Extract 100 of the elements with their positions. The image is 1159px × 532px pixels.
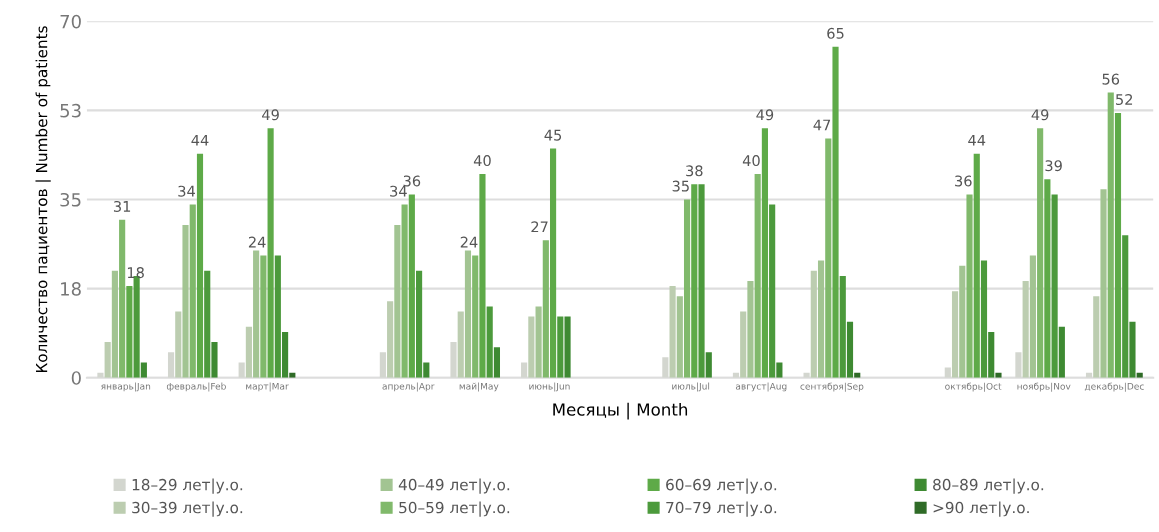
bar [253, 250, 260, 378]
data-label: 34 [390, 185, 407, 197]
bar [387, 301, 394, 378]
bar [274, 255, 281, 378]
bar [676, 296, 683, 378]
bar [564, 316, 571, 378]
bar [111, 270, 118, 378]
bar [1029, 255, 1036, 378]
bar [1122, 235, 1129, 378]
bar [669, 286, 676, 378]
bar [282, 331, 289, 378]
data-label: 36 [403, 175, 421, 187]
y-tick-label: 53 [60, 103, 81, 118]
bar [1129, 321, 1136, 378]
bar [966, 194, 973, 378]
legend-label: 60–69 лет|у.о. [666, 478, 777, 494]
data-label: 44 [191, 134, 209, 146]
legend-label: 18–29 лет|у.о. [132, 478, 243, 494]
bar [211, 342, 218, 378]
x-tick-label: июнь|Jun [529, 382, 570, 392]
bar [959, 265, 966, 378]
bar [493, 347, 501, 378]
bar [776, 362, 783, 378]
bar [457, 311, 464, 378]
x-tick-label: январь|Jan [101, 382, 151, 392]
legend-label: 50–59 лет|у.о. [399, 501, 510, 517]
data-label: 36 [955, 175, 972, 187]
bar [245, 326, 252, 378]
bar [104, 342, 111, 378]
bar [832, 46, 839, 378]
bar [416, 270, 423, 378]
bar [803, 372, 810, 378]
bar [769, 204, 776, 378]
data-label: 49 [262, 109, 279, 121]
data-label: 34 [178, 185, 195, 197]
legend-label: 80–89 лет|у.о. [933, 478, 1044, 494]
bar [119, 219, 126, 378]
bar [542, 240, 549, 378]
bar [839, 275, 846, 378]
x-tick-label: октябрь|Oct [945, 382, 1002, 392]
bar [535, 306, 542, 378]
y-tick-label: 0 [71, 371, 81, 385]
bar [182, 224, 189, 378]
bar [988, 331, 995, 378]
y-axis-title: Количество пациентов | Number of patients [35, 26, 51, 373]
bar [204, 270, 211, 378]
legend-label: 30–39 лет|у.о. [132, 501, 243, 517]
bar [810, 270, 817, 378]
bar [1044, 179, 1051, 378]
bar [1100, 189, 1107, 378]
data-label: 24 [460, 236, 478, 248]
legend-label: 70–79 лет|у.о. [666, 501, 777, 517]
bar [140, 362, 147, 378]
bar [754, 174, 761, 378]
data-label: 35 [672, 180, 689, 192]
bar [521, 362, 528, 378]
data-label: 52 [1116, 93, 1133, 106]
y-tick-label: 35 [60, 192, 81, 207]
data-label: 65 [827, 27, 844, 39]
bar [1107, 92, 1114, 378]
data-label: 39 [1045, 160, 1062, 172]
bar [705, 352, 712, 378]
data-label: 31 [113, 200, 131, 212]
bar [464, 250, 472, 378]
bar [683, 199, 691, 378]
x-tick-label: апрель|Apr [382, 382, 435, 392]
bar [825, 138, 832, 378]
bar [691, 184, 698, 378]
bar [189, 204, 196, 378]
bar [238, 362, 245, 378]
bar [175, 311, 182, 378]
data-label: 44 [968, 134, 986, 146]
data-label: 40 [473, 155, 491, 167]
bar [973, 153, 980, 378]
data-label: 18 [127, 267, 144, 279]
x-tick-label: май|May [459, 382, 499, 392]
bar [557, 316, 564, 378]
bar [995, 372, 1002, 378]
data-label: 49 [756, 109, 774, 121]
x-tick-label: ноябрь|Nov [1017, 382, 1071, 392]
bar [1093, 296, 1100, 378]
bar [401, 204, 408, 378]
bar [394, 224, 401, 378]
y-tick-label: 70 [60, 14, 81, 29]
y-tick-label: 18 [61, 282, 81, 296]
bar [528, 316, 535, 378]
bar [479, 174, 486, 378]
bar [486, 306, 493, 378]
bar [472, 255, 479, 378]
data-label: 24 [248, 236, 266, 248]
x-tick-label: декабрь|Dec [1084, 382, 1144, 392]
bar [196, 153, 204, 378]
bar [698, 184, 705, 378]
bar [1037, 128, 1044, 378]
data-label: 45 [544, 129, 562, 141]
bar [740, 311, 747, 378]
data-label: 47 [813, 119, 831, 131]
data-label: 38 [686, 165, 703, 177]
bar [126, 286, 133, 378]
bar [1022, 280, 1029, 378]
